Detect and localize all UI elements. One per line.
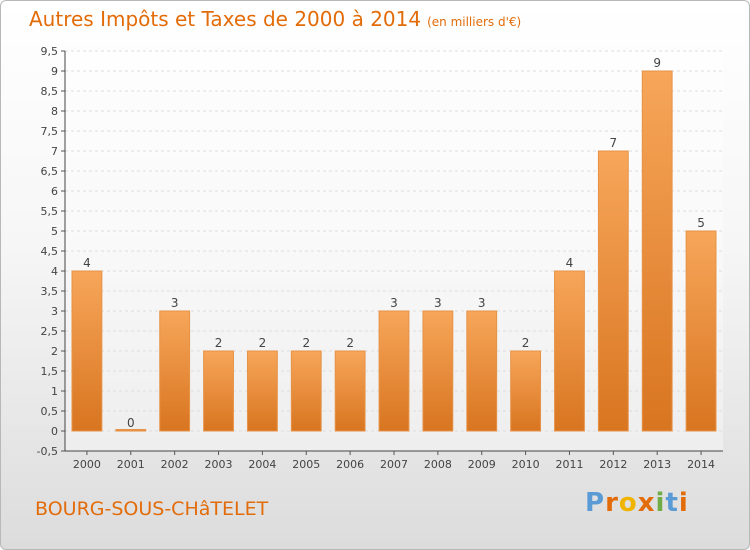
x-tick-label: 2012 bbox=[599, 458, 627, 471]
data-label: 4 bbox=[83, 256, 91, 270]
data-label: 2 bbox=[259, 336, 267, 350]
bar bbox=[71, 270, 103, 432]
y-tick-label: 3 bbox=[51, 305, 58, 318]
data-label: 3 bbox=[390, 296, 398, 310]
data-label: 2 bbox=[522, 336, 530, 350]
logo-letter: t bbox=[665, 488, 679, 518]
data-label: 3 bbox=[434, 296, 442, 310]
data-label: 0 bbox=[127, 416, 135, 430]
data-label: 3 bbox=[478, 296, 486, 310]
chart-title: Autres Impôts et Taxes de 2000 à 2014 (en… bbox=[29, 7, 521, 31]
y-tick-label: 2,5 bbox=[41, 325, 59, 338]
x-tick-label: 2009 bbox=[468, 458, 496, 471]
y-tick-label: 8,5 bbox=[41, 85, 59, 98]
x-tick-label: 2000 bbox=[73, 458, 101, 471]
bar bbox=[641, 70, 673, 432]
y-tick-label: 9 bbox=[51, 65, 58, 78]
data-label: 7 bbox=[610, 136, 618, 150]
data-label: 2 bbox=[346, 336, 354, 350]
bar bbox=[685, 230, 717, 432]
y-tick-label: 1 bbox=[51, 385, 58, 398]
x-tick-label: 2011 bbox=[555, 458, 583, 471]
x-tick-label: 2007 bbox=[380, 458, 408, 471]
data-label: 9 bbox=[653, 56, 661, 70]
bar bbox=[378, 310, 410, 432]
x-tick-label: 2001 bbox=[117, 458, 145, 471]
y-tick-label: 9,5 bbox=[41, 45, 59, 58]
x-tick-label: 2004 bbox=[248, 458, 276, 471]
x-tick-label: 2002 bbox=[161, 458, 189, 471]
bar bbox=[334, 350, 366, 432]
logo-letter: r bbox=[605, 488, 619, 518]
bar bbox=[554, 270, 585, 432]
bar bbox=[246, 350, 278, 432]
y-tick-label: 6 bbox=[51, 185, 58, 198]
logo-letter: P bbox=[585, 488, 606, 518]
bar bbox=[159, 310, 191, 432]
data-label: 5 bbox=[697, 216, 705, 230]
bar bbox=[597, 150, 629, 432]
y-tick-label: 3,5 bbox=[41, 285, 59, 298]
bar bbox=[466, 310, 498, 432]
y-tick-label: -0,5 bbox=[37, 445, 58, 458]
logo-letter: x bbox=[637, 488, 656, 518]
x-tick-label: 2014 bbox=[687, 458, 715, 471]
data-label: 4 bbox=[566, 256, 574, 270]
chart-title-text: Autres Impôts et Taxes de 2000 à 2014 bbox=[29, 7, 422, 31]
x-tick-label: 2005 bbox=[292, 458, 320, 471]
y-tick-label: 0 bbox=[51, 425, 58, 438]
logo-letter: o bbox=[618, 488, 638, 518]
bar bbox=[422, 310, 454, 432]
x-tick-label: 2008 bbox=[424, 458, 452, 471]
bar bbox=[290, 350, 322, 432]
data-label: 3 bbox=[171, 296, 179, 310]
y-tick-label: 1,5 bbox=[41, 365, 59, 378]
bar bbox=[115, 429, 147, 432]
place-name: BOURG-SOUS-CHâTELET bbox=[35, 498, 269, 520]
x-tick-label: 2003 bbox=[205, 458, 233, 471]
chart-unit: (en milliers d'€) bbox=[427, 15, 522, 29]
y-tick-label: 8 bbox=[51, 105, 58, 118]
data-label: 2 bbox=[302, 336, 310, 350]
logo-letter: i bbox=[678, 488, 689, 518]
data-label: 2 bbox=[215, 336, 223, 350]
y-tick-label: 4,5 bbox=[41, 245, 59, 258]
y-tick-label: 7,5 bbox=[41, 125, 59, 138]
y-tick-label: 4 bbox=[51, 265, 58, 278]
x-tick-label: 2013 bbox=[643, 458, 671, 471]
y-tick-label: 7 bbox=[51, 145, 58, 158]
x-tick-label: 2006 bbox=[336, 458, 364, 471]
bar bbox=[203, 350, 234, 432]
logo-letter: i bbox=[655, 488, 666, 518]
bar bbox=[510, 350, 542, 432]
y-tick-label: 2 bbox=[51, 345, 58, 358]
proxiti-logo: Proxiti bbox=[585, 488, 689, 518]
y-tick-label: 0,5 bbox=[41, 405, 59, 418]
x-tick-label: 2010 bbox=[512, 458, 540, 471]
y-tick-label: 6,5 bbox=[41, 165, 59, 178]
y-tick-label: 5,5 bbox=[41, 205, 59, 218]
y-tick-label: 5 bbox=[51, 225, 58, 238]
